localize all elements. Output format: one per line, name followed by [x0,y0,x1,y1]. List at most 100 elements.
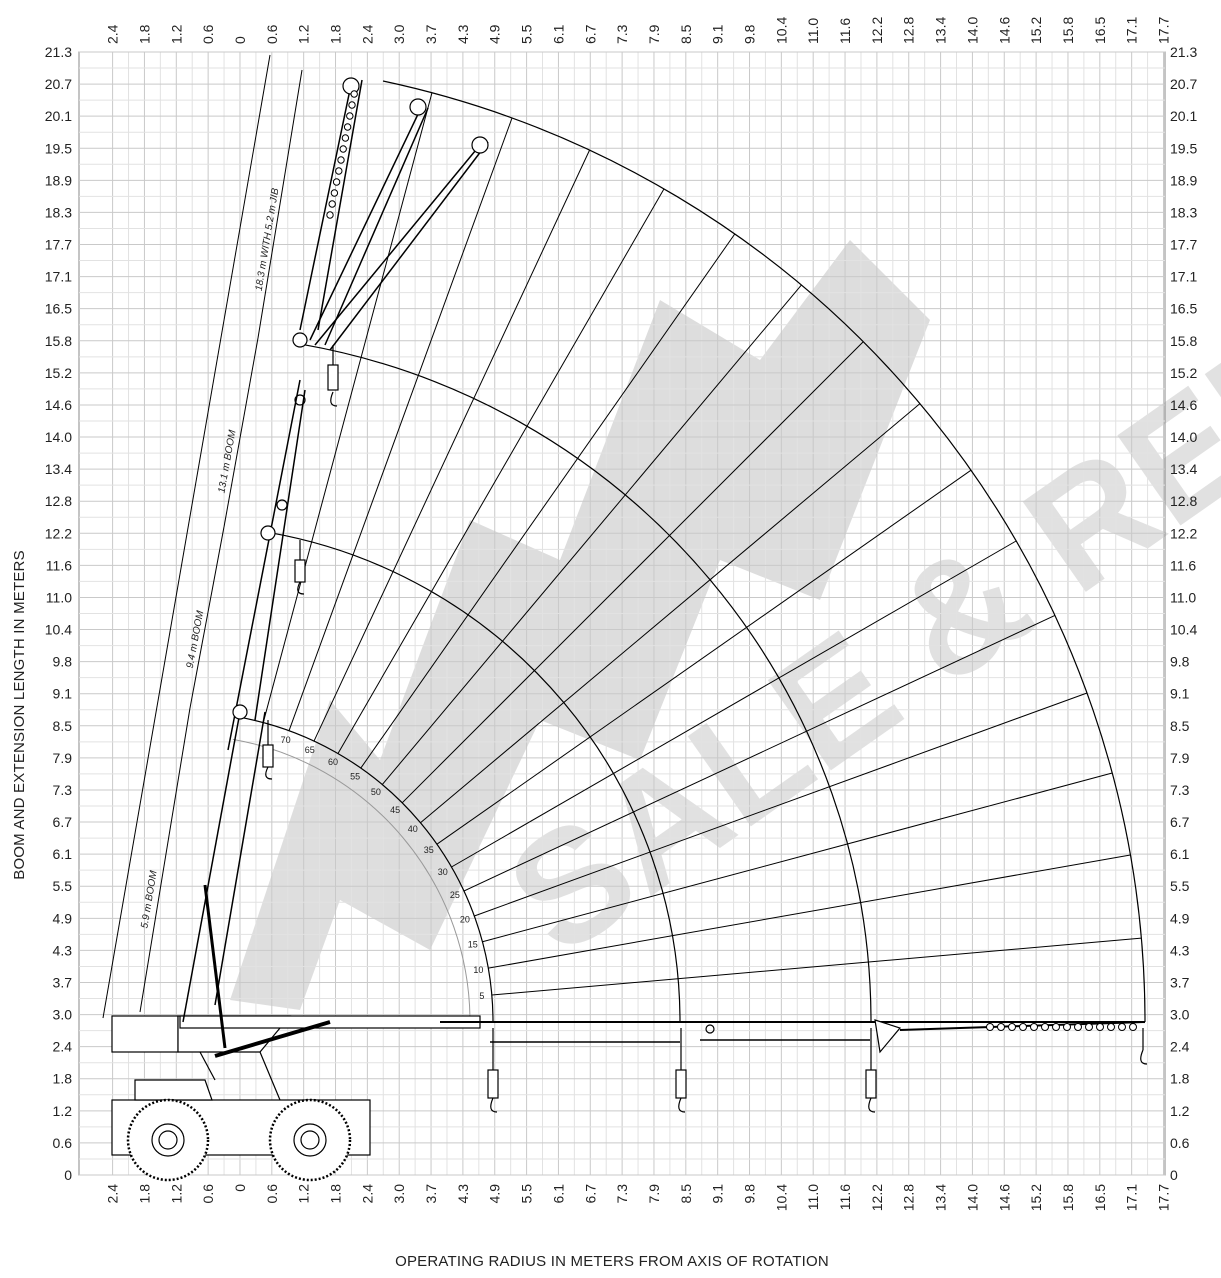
x-tick-label: 9.8 [742,1184,758,1204]
x-tick-label: 0.6 [200,1184,216,1204]
x-tick-label: 1.8 [136,24,152,44]
x-tick-label: 15.2 [1028,1184,1044,1211]
y-tick-labels-right: 21.3 20.7 20.1 19.5 18.9 18.3 17.7 17.1 16.5 15.8… [1170,44,1197,1183]
x-tick-label: 6.7 [582,24,598,44]
y-tick-label: 3.0 [53,1007,73,1023]
y-tick-label: 1.2 [53,1103,73,1119]
raised-boom-13-1 [227,379,301,751]
y-tick-label: 11.6 [1170,557,1196,573]
grid-lines [78,51,1166,1176]
x-tick-label: 0.6 [200,24,216,44]
x-axis-title: OPERATING RADIUS IN METERS FROM AXIS OF … [395,1253,829,1270]
angle-ray [288,117,513,731]
y-tick-label: 7.3 [1170,782,1190,798]
y-tick-label: 17.7 [1170,237,1197,253]
y-tick-label: 20.7 [45,76,72,92]
y-tick-label: 11.0 [1170,589,1196,605]
y-tick-label: 1.8 [1170,1071,1190,1087]
x-tick-label: 8.5 [678,1184,694,1204]
angle-ray [262,92,433,723]
angle-label: 70 [281,735,291,745]
angle-ray [482,772,1113,943]
raised-boom-5-9-lower-chord [214,711,266,1006]
jib-tip-sheave-2 [409,98,427,116]
boom-length-label: 5.9 m BOOM [139,869,159,929]
jib-hole [1129,1023,1137,1031]
jib-hole [997,1023,1005,1031]
y-tick-label: 11.6 [46,557,72,573]
x-tick-label: 14.0 [964,17,980,44]
y-tick-label: 7.3 [53,782,73,798]
rear-wheel-axle [300,1130,320,1150]
raised-jib-75-lower-chord [324,107,429,346]
angle-label: 45 [390,805,400,815]
y-tick-label: 2.4 [53,1039,73,1055]
x-tick-label: 3.0 [391,1184,407,1204]
y-tick-label: 19.5 [1170,140,1197,156]
y-tick-label: 18.3 [45,204,72,220]
y-tick-label: 15.8 [45,333,72,349]
angle-ray [313,149,591,742]
angle-ray [451,540,1017,868]
y-tick-label: 9.1 [1170,686,1190,702]
jib-hole [1085,1023,1093,1031]
x-tick-label: 12.8 [901,1184,917,1211]
x-tick-label: 0 [232,36,248,44]
jib-hole [350,90,358,98]
y-tick-label: 3.7 [53,974,73,990]
x-tick-label: 7.3 [614,1184,630,1204]
raised-jib-vertical [299,79,353,331]
max-angle-ray [102,54,271,1019]
x-tick-label: 17.1 [1124,1184,1140,1211]
angle-label: 55 [350,771,360,781]
jib-hole-column [326,90,358,219]
y-tick-label: 5.5 [1170,878,1190,894]
crane-turntable-support [199,1051,216,1081]
angle-ray [381,284,802,785]
y-tick-label: 12.8 [45,493,72,509]
front-wheel-axle [158,1130,178,1150]
y-tick-label: 7.9 [1170,750,1190,766]
y-tick-label: 3.0 [1170,1007,1190,1023]
x-tick-label: 14.6 [996,1184,1012,1211]
lift-cylinder [214,1020,331,1058]
y-tick-label: 14.0 [45,429,72,445]
raised-jib-60 [314,144,481,346]
y-tick-label: 11.0 [46,589,72,605]
angle-label: 60 [328,757,338,767]
y-tick-label: 19.5 [45,140,72,156]
x-tick-label: 1.2 [168,24,184,44]
x-tick-label: 0.6 [264,1184,280,1204]
jib-hole [986,1023,994,1031]
y-tick-label: 17.1 [1170,269,1197,285]
y-tick-label: 17.7 [45,237,72,253]
y-tick-label: 4.9 [1170,910,1190,926]
x-tick-label: 6.1 [550,1184,566,1204]
y-tick-label: 2.4 [1170,1039,1190,1055]
watermark-logo: SALE & RENTAL [230,114,1221,1010]
angle-ray [488,854,1131,969]
y-tick-label: 12.8 [1170,493,1197,509]
x-tick-label: 15.2 [1028,17,1044,44]
angle-scale-arc [232,738,471,1023]
y-tick-label: 20.1 [45,108,72,124]
x-tick-label: 11.6 [837,1184,853,1210]
x-tick-label: 5.5 [519,24,535,44]
jib-mount [874,1019,902,1054]
x-tick-label: 4.9 [487,1184,503,1204]
jib-hole [335,167,343,175]
jib-hole [1063,1023,1071,1031]
raised-jib-75 [309,109,421,341]
x-tick-label: 7.3 [614,24,630,44]
angle-label: 15 [468,939,478,949]
y-tick-label: 21.3 [45,44,72,60]
x-tick-label: 4.3 [455,1184,471,1204]
y-tick-label: 6.7 [1170,814,1190,830]
front-wheel [126,1098,210,1182]
y-axis-title: BOOM AND EXTENSION LENGTH IN METERS [11,550,28,880]
boom-section-pin-2 [276,499,288,511]
raised-boom-cylinder [203,884,227,1049]
crane-cab [134,1079,213,1101]
y-tick-label: 16.5 [1170,301,1197,317]
